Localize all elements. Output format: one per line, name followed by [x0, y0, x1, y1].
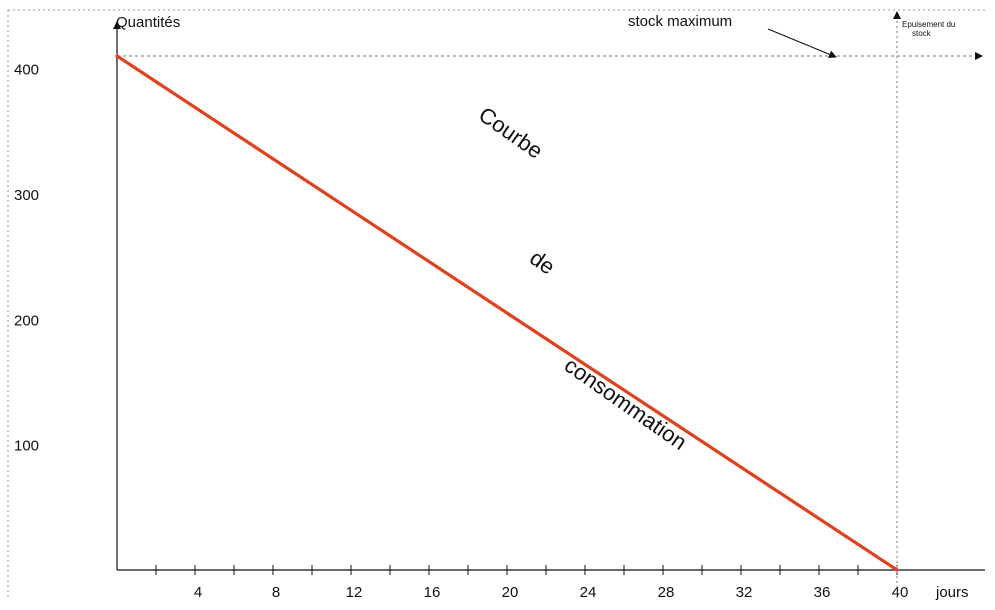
x-tick-label-28: 28 — [658, 584, 675, 601]
stock-depletion-label-line1: Epuisement du — [902, 20, 955, 29]
y-tick-label-300: 300 — [14, 187, 39, 204]
x-tick-label-12: 12 — [346, 584, 363, 601]
x-tick-label-24: 24 — [580, 584, 597, 601]
y-axis-label: Quantités — [116, 14, 180, 31]
x-tick-label-36: 36 — [814, 584, 831, 601]
series-layer — [115, 54, 899, 572]
x-axis-ticks: 4 8 12 16 20 24 28 32 36 40 — [155, 565, 909, 601]
stock-maximum-label: stock maximum — [628, 13, 732, 30]
x-tick-label-40: 40 — [892, 584, 909, 601]
stock-maximum-pointer — [767, 28, 837, 59]
curve-label: Courbe de consommation — [474, 102, 692, 455]
stock-depletion-label-line2: stock — [912, 29, 932, 38]
x-tick-label-32: 32 — [736, 584, 753, 601]
y-axis-ticks: 100 200 300 400 — [14, 62, 39, 455]
y-tick-label-400: 400 — [14, 62, 39, 79]
series-line-0 — [115, 54, 899, 572]
curve-label-word-2: de — [525, 245, 559, 280]
y-tick-label-200: 200 — [14, 312, 39, 329]
x-tick-label-4: 4 — [194, 584, 202, 601]
x-tick-label-16: 16 — [424, 584, 441, 601]
x-tick-label-20: 20 — [502, 584, 519, 601]
x-tick-label-8: 8 — [272, 584, 280, 601]
curve-label-word-1: Courbe — [474, 102, 547, 164]
x-axis-label: jours — [935, 584, 969, 601]
y-tick-label-100: 100 — [14, 438, 39, 455]
curve-label-word-3: consommation — [560, 352, 692, 455]
